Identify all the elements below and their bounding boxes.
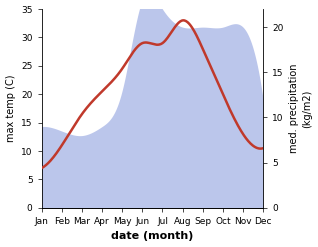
X-axis label: date (month): date (month) [111, 231, 194, 242]
Y-axis label: med. precipitation
(kg/m2): med. precipitation (kg/m2) [289, 64, 313, 153]
Y-axis label: max temp (C): max temp (C) [5, 75, 16, 142]
